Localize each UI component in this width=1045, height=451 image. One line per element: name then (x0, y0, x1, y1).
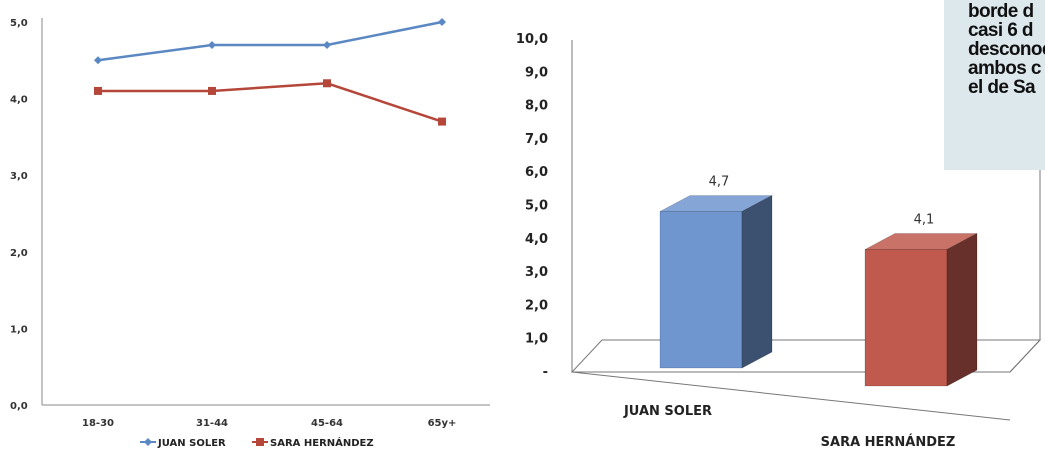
note-line: borde d (968, 1, 1034, 22)
bar-chart-y-tick-label: 6,0 (525, 165, 548, 180)
line-chart-y-tick-label: 4,0 (10, 95, 28, 106)
line-point (208, 86, 216, 95)
legend-marker (256, 438, 264, 446)
bar-chart-y-tick-label: 2,0 (525, 298, 548, 313)
line-chart-y-tick-label: 0,0 (10, 401, 28, 412)
bar-side-shade (742, 195, 772, 368)
line-series-1 (98, 82, 443, 123)
line-point (323, 79, 331, 88)
line-point (438, 18, 446, 26)
line-point (438, 117, 446, 126)
bar-chart-front-edge-right (1009, 339, 1041, 373)
bar-data-label: 4,7 (709, 174, 730, 189)
note-line: el de Sa (968, 77, 1036, 98)
bar-chart-y-tick-label: 3,0 (525, 265, 548, 280)
line-chart-x-tick-label: 31-44 (196, 418, 228, 429)
bar-front-face (659, 211, 743, 369)
line-chart-y-tick-label: 2,0 (10, 248, 28, 259)
bar-chart-y-tick-label: 10,0 (516, 32, 548, 47)
bar-chart-x-axis (571, 371, 1011, 421)
line-chart-x-tick-label: 65y+ (428, 418, 457, 429)
bar-side-face (946, 232, 978, 387)
line-chart-y-tick-label: 3,0 (10, 171, 28, 182)
line-chart-y-tick-label: 1,0 (10, 324, 28, 335)
bar-chart-category-label: JUAN SOLER (623, 404, 712, 419)
bar-chart-category-label: SARA HERNÁNDEZ (821, 434, 956, 450)
bar-chart-y-tick-label: 4,0 (525, 232, 548, 247)
line-point (323, 40, 331, 49)
legend-entry: SARA HERNÁNDEZ (270, 436, 374, 449)
line-series-0 (97, 20, 443, 62)
note-line: casi 6 d (968, 20, 1034, 41)
bar-chart-y-tick-label: - (543, 365, 548, 380)
article-text-snippet: borde d casi 6 d desconoc ambos c el de … (944, 0, 1045, 170)
bar-side-shade (947, 233, 977, 386)
line-chart-x-tick-label: 18-30 (82, 418, 114, 429)
bar-chart-y-tick-label: 9,0 (525, 65, 548, 80)
line-point (94, 86, 102, 95)
bar-chart-y-tick-label: 7,0 (525, 132, 548, 147)
line-chart-x-tick-label: 45-64 (311, 418, 343, 429)
bar-front-face (864, 249, 948, 387)
note-line: ambos c (968, 58, 1041, 79)
legend-marker (144, 438, 152, 446)
line-chart-y-tick-label: 5,0 (10, 18, 28, 29)
bar-chart-y-tick-label: 8,0 (525, 99, 548, 114)
bar-side-face (741, 194, 773, 369)
bar-chart-3d: -1,02,03,04,05,06,07,08,09,010,0 4,74,1 … (516, 32, 1042, 450)
note-line: desconoc (968, 39, 1045, 60)
line-point (208, 40, 216, 49)
line-chart: 0,0 1,0 2,0 3,0 4,0 5,0 18-30 31-44 45-64 65y+ J… (10, 18, 490, 449)
legend-entry: JUAN SOLER (157, 438, 226, 449)
line-point (94, 56, 102, 65)
bar-data-label: 4,1 (914, 212, 935, 227)
bar-chart-y-tick-label: 5,0 (525, 199, 548, 214)
bar-chart-y-tick-label: 1,0 (525, 332, 548, 347)
